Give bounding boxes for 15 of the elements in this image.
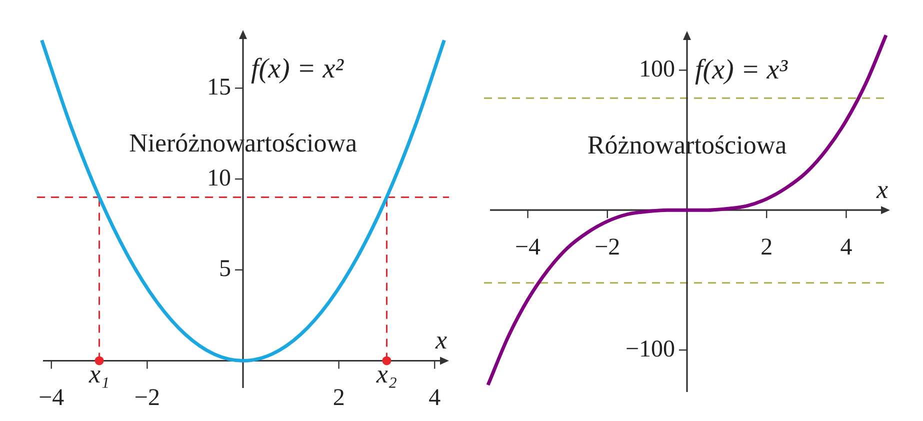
y-tick-label: −100	[625, 336, 675, 362]
x-axis-title: x	[875, 174, 888, 204]
line-series	[486, 33, 888, 387]
y-tick-label: 100	[639, 56, 675, 82]
x-tick-label: 2	[760, 234, 773, 260]
annotation: x₂	[375, 360, 398, 389]
x-tick-label: 2	[332, 385, 345, 412]
x-tick-label: 4	[428, 385, 441, 412]
x-tick-label: −2	[594, 234, 620, 260]
annotation: x₁	[88, 360, 110, 389]
text: f(x) = x³	[695, 54, 788, 86]
x-tick-label: −4	[515, 234, 541, 260]
x-tick-label: −2	[134, 385, 160, 412]
x-tick-label: 4	[840, 234, 852, 260]
x-tick-label: −4	[38, 385, 64, 412]
